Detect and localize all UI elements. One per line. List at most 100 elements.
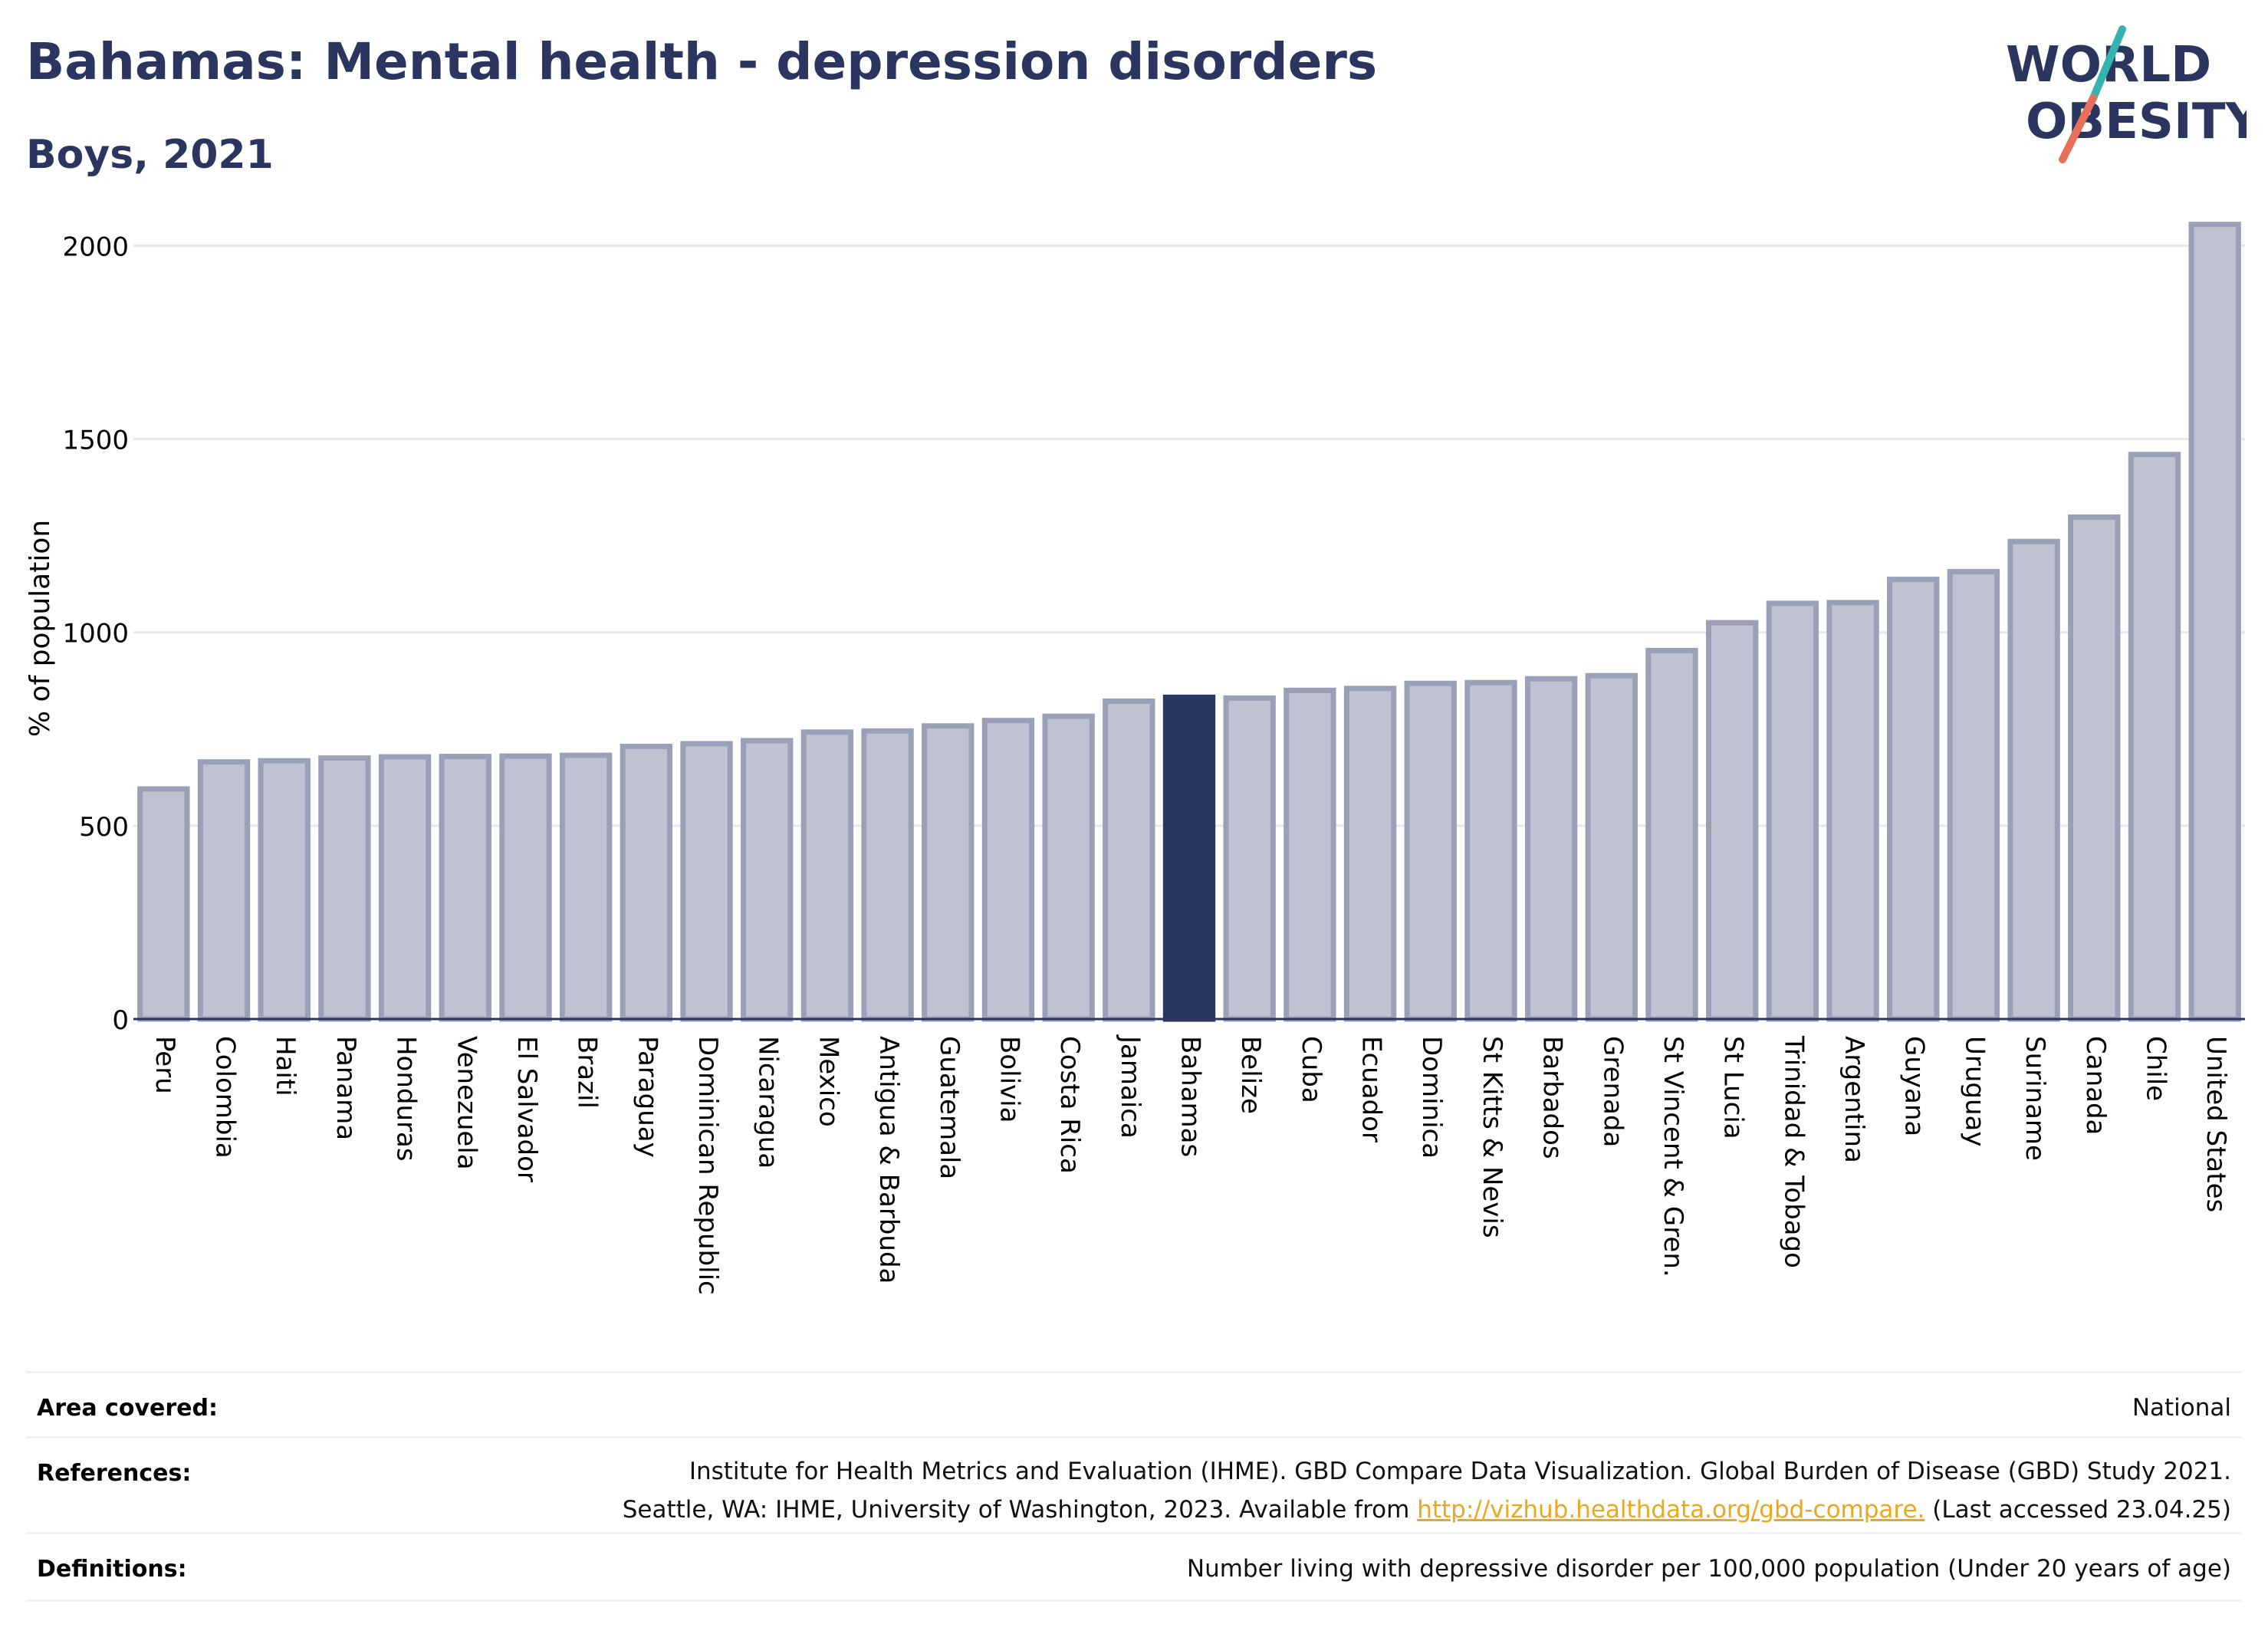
bar-chart: 0 500 1000 1500 2000 Peru Colombia Haiti Panama… <box>25 222 2245 1295</box>
x-tick-label: Belize <box>1235 1036 1266 1114</box>
bar <box>559 752 613 1022</box>
bar <box>861 728 914 1022</box>
bar <box>1343 685 1397 1022</box>
bar <box>1223 695 1276 1022</box>
definitions-label: Definitions: <box>37 1556 187 1583</box>
chart-title: Bahamas: Mental health - depression diso… <box>26 32 1378 91</box>
logo-slash-bottom <box>2059 94 2097 163</box>
bar <box>197 759 251 1022</box>
references-line-2-suffix: (Last accessed 23.04.25) <box>1932 1496 2231 1524</box>
bar <box>741 738 794 1022</box>
bar <box>1645 647 1698 1022</box>
bars <box>137 222 2241 1022</box>
area-covered-label: Area covered: <box>37 1395 218 1422</box>
bar <box>378 754 432 1022</box>
bar <box>1524 676 1578 1022</box>
bar <box>1585 672 1638 1022</box>
footer-row-area: Area covered: National <box>26 1371 2242 1438</box>
x-tick-label: El Salvador <box>511 1036 542 1182</box>
x-tick-label: Argentina <box>1839 1036 1869 1163</box>
logo-slash-top <box>2089 25 2126 102</box>
definitions-value: Number living with depressive disorder p… <box>1186 1555 2231 1583</box>
x-tick-label: Uruguay <box>1959 1036 1990 1147</box>
x-tick-label: Jamaica <box>1115 1034 1146 1139</box>
bar <box>2188 222 2241 1022</box>
x-tick-label: Barbados <box>1537 1036 1568 1159</box>
bar <box>2128 452 2181 1022</box>
x-tick-label: Bahamas <box>1175 1036 1206 1157</box>
bar <box>1464 679 1517 1022</box>
bar <box>258 758 311 1022</box>
bar <box>981 718 1035 1022</box>
bar <box>1042 713 1095 1022</box>
x-tick-label: Cuba <box>1296 1036 1326 1103</box>
x-tick-label: Nicaragua <box>753 1036 784 1169</box>
x-tick-label: Peru <box>150 1036 180 1094</box>
x-tick-label: Paraguay <box>632 1036 662 1158</box>
x-tick-label: St Vincent & Gren. <box>1658 1036 1688 1277</box>
references-line-1: Institute for Health Metrics and Evaluat… <box>689 1458 2231 1485</box>
y-tick-label: 0 <box>112 1005 129 1036</box>
area-covered-value: National <box>2132 1394 2231 1422</box>
chart-subtitle: Boys, 2021 <box>26 132 274 178</box>
references-label: References: <box>37 1460 192 1487</box>
y-tick-label: 2000 <box>62 232 129 262</box>
x-tick-label: Dominica <box>1416 1036 1447 1159</box>
x-tick-label: Grenada <box>1597 1036 1628 1147</box>
footer-row-references: References: Institute for Health Metrics… <box>26 1436 2242 1534</box>
bar <box>1887 577 1940 1022</box>
x-tick-labels: Peru Colombia Haiti Panama Honduras Venezuela… <box>150 1034 2231 1295</box>
bar <box>1705 620 1759 1022</box>
bar <box>1766 600 1819 1022</box>
world-obesity-logo: WORLD OBESITY <box>2006 25 2247 163</box>
x-tick-label: Costa Rica <box>1054 1036 1085 1174</box>
references-link[interactable]: http://vizhub.healthdata.org/gbd-compare… <box>1417 1496 1925 1524</box>
x-tick-label: Mexico <box>813 1036 843 1127</box>
x-tick-label: Antigua & Barbuda <box>873 1036 904 1284</box>
bar <box>1947 569 2000 1022</box>
bar <box>137 786 190 1022</box>
x-tick-label: Ecuador <box>1356 1036 1387 1142</box>
x-tick-label: Haiti <box>270 1036 301 1096</box>
x-tick-label: Venezuela <box>451 1036 482 1170</box>
bar-highlighted <box>1162 694 1216 1022</box>
references-line-2-prefix: Seattle, WA: IHME, University of Washing… <box>622 1496 1410 1524</box>
bar <box>1284 687 1336 1022</box>
y-tick-labels: 0 500 1000 1500 2000 <box>62 232 129 1036</box>
bar <box>800 729 854 1022</box>
x-tick-label: Honduras <box>391 1036 422 1162</box>
x-tick-label: Chile <box>2140 1036 2171 1101</box>
bar <box>318 755 371 1022</box>
x-tick-label: Panama <box>330 1036 361 1140</box>
x-tick-label: Trinidad & Tobago <box>1778 1035 1809 1268</box>
bar <box>1826 600 1879 1022</box>
x-tick-label: Dominican Republic <box>692 1036 723 1295</box>
bar <box>2068 514 2121 1022</box>
bar <box>1103 698 1155 1022</box>
x-tick-label: St Kitts & Nevis <box>1477 1036 1507 1238</box>
references-line-2: Seattle, WA: IHME, University of Washing… <box>623 1491 2231 1529</box>
x-tick-label: Bolivia <box>994 1036 1024 1123</box>
bar <box>439 754 491 1022</box>
x-tick-label: Colombia <box>210 1036 241 1159</box>
logo-word-obesity: OBESITY <box>2026 94 2247 150</box>
y-tick-label: 1000 <box>62 619 129 649</box>
x-tick-label: Guyana <box>1899 1036 1930 1136</box>
y-axis-label: % of population <box>25 520 56 737</box>
x-tick-label: Brazil <box>572 1036 603 1109</box>
y-tick-label: 500 <box>79 812 129 843</box>
references-value: Institute for Health Metrics and Evaluat… <box>623 1452 2231 1529</box>
x-tick-label: United States <box>2201 1036 2231 1212</box>
y-tick-label: 1500 <box>62 426 129 456</box>
bar <box>680 741 733 1022</box>
x-tick-label: Canada <box>2080 1036 2111 1135</box>
bar <box>2007 538 2060 1022</box>
bar <box>1404 680 1457 1022</box>
footer-row-definitions: Definitions: Number living with depressi… <box>26 1532 2242 1602</box>
x-tick-label: St Lucia <box>1718 1036 1749 1139</box>
bar <box>620 743 673 1022</box>
bar <box>922 723 975 1022</box>
x-tick-label: Suriname <box>2020 1036 2050 1161</box>
x-tick-label: Guatemala <box>934 1036 965 1179</box>
bar <box>499 753 552 1022</box>
